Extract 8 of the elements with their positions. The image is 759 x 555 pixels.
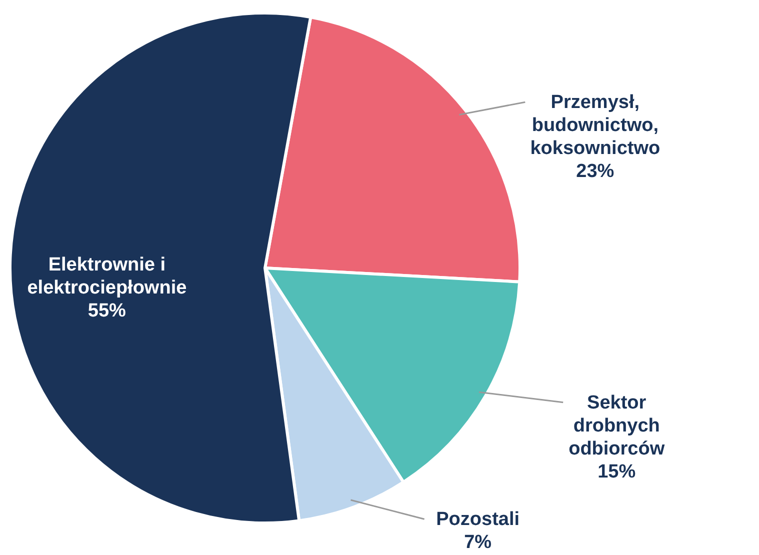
data-label: 55% [88, 300, 126, 322]
slice-label: Sektor drobnych odbiorców [568, 392, 665, 460]
data-label: 7% [464, 532, 492, 554]
data-label: 15% [598, 461, 636, 482]
slice-label: Elektrownie i elektrociepłownie [27, 254, 187, 298]
slice-label: Pozostali [436, 509, 520, 530]
data-label: 23% [576, 161, 614, 182]
slice-label: Przemysł, budownictwo, koksownictwo [530, 92, 660, 160]
